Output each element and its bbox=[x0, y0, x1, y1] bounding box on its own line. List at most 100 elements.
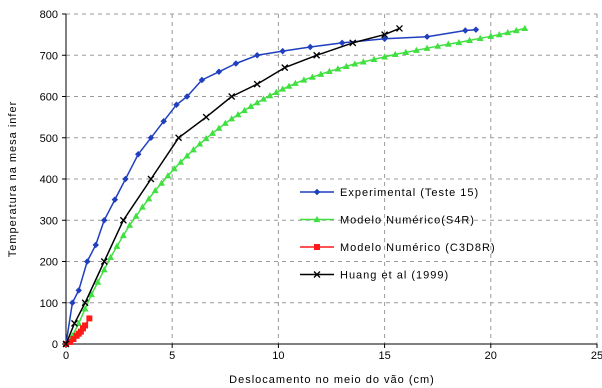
data-point bbox=[119, 231, 127, 239]
x-tick-label: 20 bbox=[485, 350, 497, 362]
data-point bbox=[183, 93, 191, 100]
data-point bbox=[495, 31, 503, 38]
data-point bbox=[221, 119, 229, 126]
data-point bbox=[164, 172, 172, 179]
data-point bbox=[413, 46, 420, 53]
legend-marker bbox=[314, 244, 320, 250]
data-point bbox=[466, 36, 473, 43]
data-point bbox=[84, 258, 91, 265]
data-point bbox=[82, 322, 89, 329]
data-point bbox=[285, 82, 293, 89]
legend-marker bbox=[313, 188, 321, 196]
data-point bbox=[334, 65, 342, 72]
y-tick-label: 400 bbox=[40, 174, 58, 186]
legend-entry: Experimental (Teste 15) bbox=[300, 187, 479, 199]
data-point bbox=[209, 129, 216, 136]
legend-marker bbox=[313, 215, 321, 223]
series-line bbox=[65, 28, 476, 345]
data-point bbox=[101, 217, 108, 224]
data-point bbox=[215, 68, 223, 75]
data-point bbox=[247, 102, 255, 109]
data-point bbox=[135, 151, 142, 158]
data-point bbox=[62, 340, 70, 348]
data-point bbox=[69, 299, 76, 306]
data-point bbox=[196, 140, 204, 147]
data-point bbox=[349, 39, 357, 47]
x-tick-label: 15 bbox=[378, 350, 390, 362]
data-point bbox=[147, 134, 155, 141]
legend-label: Huang et al (1999) bbox=[340, 270, 449, 282]
data-point bbox=[391, 50, 399, 58]
data-point bbox=[487, 32, 495, 39]
data-point bbox=[434, 42, 442, 49]
data-point bbox=[272, 88, 280, 95]
data-point bbox=[279, 47, 286, 55]
data-point bbox=[279, 85, 287, 92]
data-point bbox=[241, 106, 248, 114]
data-point bbox=[381, 31, 389, 39]
y-tick-label: 600 bbox=[40, 92, 58, 104]
x-tick-label: 25 bbox=[591, 350, 602, 362]
data-point bbox=[308, 73, 316, 80]
data-point bbox=[381, 35, 388, 42]
data-point bbox=[119, 216, 127, 224]
data-point bbox=[381, 53, 388, 60]
y-tick-label: 100 bbox=[40, 298, 58, 310]
legend-entry: Modelo Numérico (C3D8R) bbox=[300, 242, 495, 254]
data-point bbox=[113, 242, 121, 249]
data-point bbox=[313, 51, 321, 59]
data-point bbox=[521, 24, 529, 32]
data-point bbox=[266, 92, 274, 99]
data-point bbox=[260, 95, 267, 102]
legend-label: Modelo Numérico(S4R) bbox=[340, 215, 475, 227]
data-point bbox=[504, 28, 512, 36]
y-axis-title: Temperatura na mesa infer bbox=[7, 101, 19, 257]
series-2 bbox=[62, 24, 529, 347]
data-point bbox=[253, 52, 261, 59]
data-point bbox=[190, 146, 197, 153]
data-point bbox=[228, 93, 236, 100]
legend-label: Experimental (Teste 15) bbox=[340, 187, 479, 199]
legend-entry: Huang et al (1999) bbox=[300, 270, 449, 282]
data-point bbox=[423, 44, 431, 51]
data-point bbox=[111, 196, 119, 203]
data-point bbox=[88, 290, 95, 298]
data-point bbox=[70, 336, 77, 343]
data-point bbox=[92, 241, 99, 249]
data-point bbox=[472, 26, 480, 33]
data-point bbox=[317, 70, 325, 77]
data-point bbox=[173, 101, 180, 108]
data-point bbox=[462, 27, 469, 34]
data-point bbox=[107, 253, 115, 260]
y-tick-label: 0 bbox=[52, 339, 58, 351]
data-point bbox=[160, 118, 167, 125]
legend: Experimental (Teste 15) Modelo Numérico(S… bbox=[300, 187, 495, 282]
data-point bbox=[139, 203, 146, 210]
data-point bbox=[338, 39, 346, 47]
data-point bbox=[151, 186, 159, 194]
y-tick-label: 500 bbox=[40, 133, 58, 145]
data-point bbox=[455, 38, 463, 46]
data-point bbox=[234, 111, 242, 118]
x-tick-label: 5 bbox=[169, 350, 175, 362]
data-point bbox=[198, 76, 206, 84]
data-point bbox=[175, 134, 183, 142]
data-point bbox=[396, 24, 403, 32]
data-point bbox=[351, 60, 359, 67]
data-point bbox=[81, 305, 89, 312]
y-tick-label: 300 bbox=[40, 215, 58, 227]
data-point bbox=[325, 67, 333, 74]
data-point bbox=[402, 48, 410, 55]
data-point bbox=[71, 319, 78, 327]
data-point bbox=[444, 40, 452, 47]
x-axis-title: Deslocamento no meio do vão (cm) bbox=[229, 374, 435, 386]
data-point bbox=[94, 278, 102, 285]
y-tick-label: 200 bbox=[40, 257, 58, 269]
data-point bbox=[512, 26, 520, 34]
tick-labels: 0 100 200 300 400 500 600 700 800 0 5 10 15 20 25 bbox=[40, 9, 602, 362]
data-point bbox=[100, 266, 108, 273]
series-layer bbox=[62, 24, 529, 348]
data-point bbox=[77, 328, 84, 335]
data-point bbox=[215, 124, 223, 131]
